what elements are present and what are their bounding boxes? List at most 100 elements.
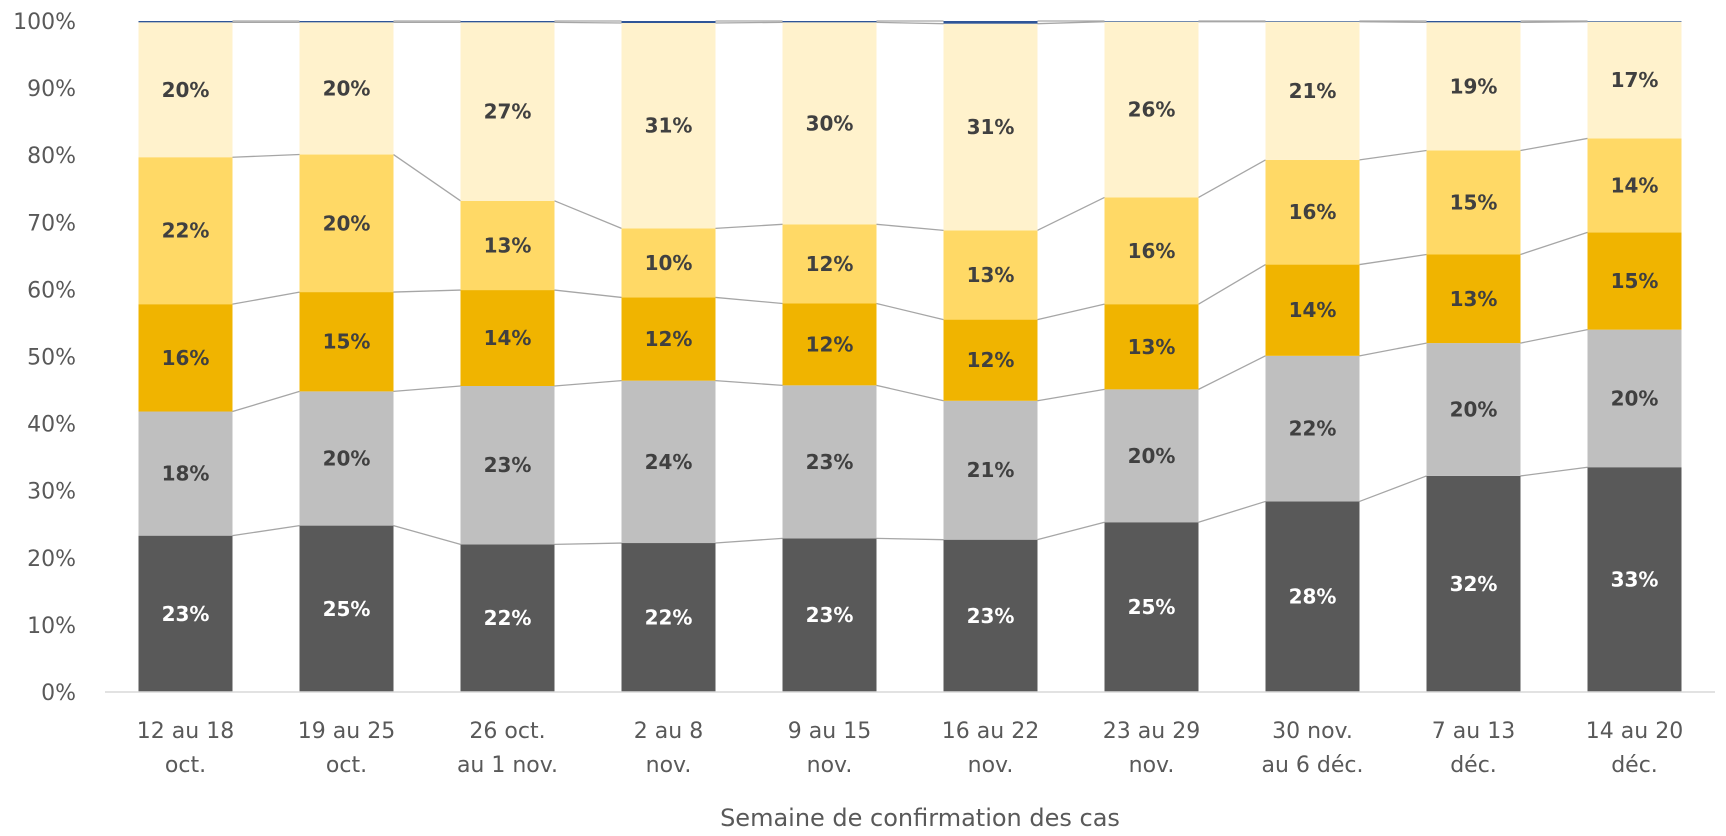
y-tick-label: 40% <box>27 413 76 438</box>
series-connector <box>715 380 783 387</box>
data-label: 20% <box>1128 444 1176 468</box>
data-label: 20% <box>323 446 371 470</box>
data-labels: 23% 25% 22% 22% 23% 23% 25% 28% 32% 33% 18% 20% 23% 2… <box>162 68 1659 630</box>
series-connector <box>1198 159 1266 199</box>
bar-segment <box>621 228 716 298</box>
data-label: 21% <box>1289 79 1337 103</box>
series-connector <box>715 296 783 305</box>
y-tick-label: 90% <box>27 77 76 102</box>
data-label: 23% <box>967 604 1015 628</box>
bar-segment <box>1265 21 1360 160</box>
bar-segment <box>299 154 394 293</box>
bar-segment <box>1587 21 1682 139</box>
bar-segment <box>138 157 233 305</box>
bar-segment <box>460 386 555 545</box>
series-connector <box>876 302 944 321</box>
x-axis-title: Semaine de confirmation des cas <box>720 804 1120 832</box>
data-label: 20% <box>162 78 210 102</box>
series-connector <box>1198 500 1266 523</box>
data-label: 20% <box>1450 398 1498 422</box>
series-connector <box>1520 466 1588 477</box>
data-label: 13% <box>484 233 532 257</box>
bar-segment <box>1426 475 1521 692</box>
series-connector <box>1520 137 1588 152</box>
series-connector <box>232 291 300 305</box>
bar-segment <box>943 319 1038 401</box>
y-tick-label: 80% <box>27 144 76 169</box>
bar-segment <box>460 21 555 23</box>
series-connector <box>232 390 300 413</box>
series-connector <box>1037 196 1105 231</box>
series-connector <box>554 200 622 229</box>
data-label: 27% <box>484 100 532 124</box>
data-label: 22% <box>645 606 693 630</box>
x-tick-label: 16 au 22 <box>942 719 1039 744</box>
bar-segment <box>299 21 394 23</box>
series-connector <box>232 153 300 158</box>
data-label: 13% <box>967 263 1015 287</box>
bar-segment <box>138 411 233 536</box>
series-connector <box>554 542 622 546</box>
x-tick-label: au 1 nov. <box>457 753 558 778</box>
data-label: 17% <box>1611 68 1659 92</box>
bar-segment <box>1587 232 1682 330</box>
series-connector <box>1359 21 1427 23</box>
data-label: 20% <box>1611 386 1659 410</box>
data-label: 20% <box>323 211 371 235</box>
bar-segment <box>1265 21 1360 22</box>
y-tick-label: 100% <box>13 10 76 35</box>
bar-segment <box>782 303 877 386</box>
x-tick-label: déc. <box>1611 753 1658 778</box>
bar-segment <box>299 22 394 155</box>
bar-segment <box>1587 21 1682 22</box>
data-label: 12% <box>806 332 854 356</box>
series-connector-lines <box>232 20 1588 546</box>
y-tick-label: 50% <box>27 346 76 371</box>
bar-segment <box>1587 329 1682 468</box>
series-connector <box>715 223 783 229</box>
bar-segment <box>460 22 555 201</box>
x-tick-label: 23 au 29 <box>1103 719 1200 744</box>
series-connector <box>554 21 622 24</box>
bar-segment <box>138 22 233 158</box>
bar-segment <box>460 290 555 387</box>
x-tick-label: au 6 déc. <box>1262 753 1364 778</box>
data-label: 20% <box>323 76 371 100</box>
series-connector <box>1198 264 1266 305</box>
series-connector <box>393 289 461 293</box>
data-label: 22% <box>162 219 210 243</box>
data-label: 23% <box>806 603 854 627</box>
x-tick-label: oct. <box>326 753 367 778</box>
bar-segment <box>138 304 233 412</box>
x-tick-label: nov. <box>807 753 853 778</box>
bar-segment <box>782 538 877 692</box>
y-tick-label: 10% <box>27 614 76 639</box>
data-label: 14% <box>1289 298 1337 322</box>
data-label: 12% <box>806 252 854 276</box>
bar-segment <box>621 543 716 692</box>
series-connector <box>1037 303 1105 321</box>
data-label: 21% <box>967 458 1015 482</box>
bar-segment <box>1265 355 1360 502</box>
series-connector <box>1037 521 1105 541</box>
y-tick-label: 70% <box>27 211 76 236</box>
x-tick-label: nov. <box>1129 753 1175 778</box>
bar-segment <box>138 535 233 692</box>
x-tick-label: 2 au 8 <box>634 719 703 744</box>
x-tick-label: 30 nov. <box>1272 719 1353 744</box>
series-connector <box>1359 253 1427 266</box>
series-connector <box>393 524 461 546</box>
bar-segment <box>943 23 1038 231</box>
bar-segment <box>460 544 555 692</box>
data-label: 12% <box>967 348 1015 372</box>
data-label: 23% <box>162 602 210 626</box>
series-connector <box>715 537 783 544</box>
data-label: 23% <box>484 453 532 477</box>
x-tick-label: déc. <box>1450 753 1497 778</box>
data-label: 22% <box>484 606 532 630</box>
series-connector <box>1037 21 1105 25</box>
y-tick-label: 20% <box>27 547 76 572</box>
data-label: 24% <box>645 450 693 474</box>
bar-segment <box>1104 197 1199 305</box>
x-tick-label: nov. <box>968 753 1014 778</box>
